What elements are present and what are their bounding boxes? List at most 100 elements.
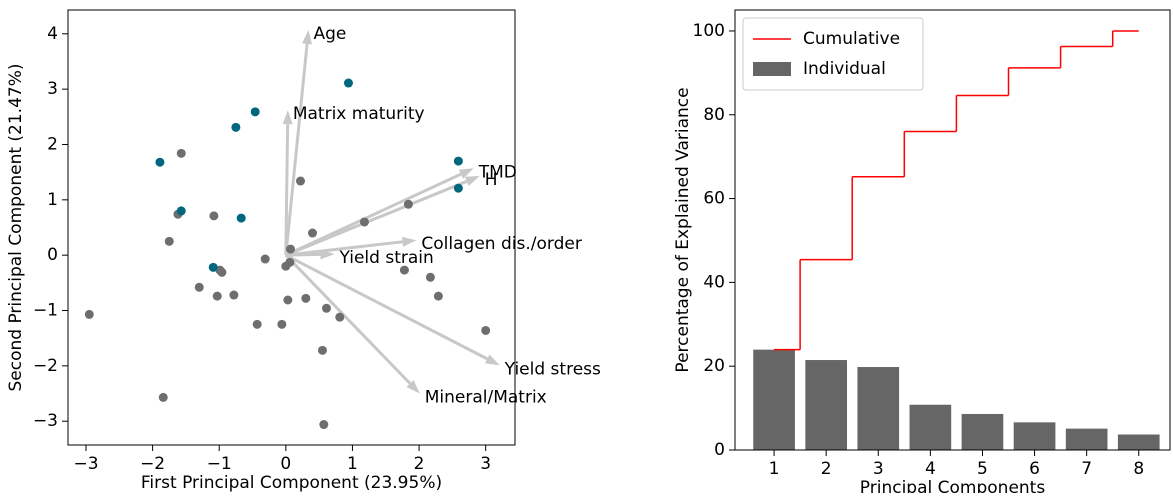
loading-arrow — [285, 252, 321, 257]
arrow-label: Yield strain — [338, 248, 433, 268]
score-point — [433, 291, 443, 301]
frame — [734, 9, 1171, 451]
x-tick-label: −1 — [207, 454, 232, 474]
score-point — [176, 206, 186, 216]
score-point — [343, 78, 353, 88]
score-point — [301, 293, 311, 303]
score-point — [321, 303, 331, 313]
arrow-label: Mineral/Matrix — [425, 388, 547, 408]
arrow-head — [484, 354, 500, 366]
score-point — [229, 290, 239, 300]
y-tick-label: 0 — [47, 245, 58, 265]
x-tick-label: 0 — [280, 454, 291, 474]
bar — [857, 367, 900, 450]
score-point — [158, 392, 168, 402]
score-point — [164, 236, 174, 246]
x-tick-label: 1 — [769, 459, 780, 479]
frame — [67, 9, 516, 446]
arrow-label: Matrix maturity — [293, 104, 425, 124]
y-tick-label: 1 — [47, 190, 58, 210]
y-tick-label: −2 — [33, 356, 58, 376]
x-tick-label: −2 — [140, 454, 165, 474]
bar — [1065, 428, 1108, 450]
legend: Cumulative Individual — [742, 17, 924, 91]
score-point — [176, 148, 186, 158]
x-tick-label: 3 — [873, 459, 884, 479]
arrow-head — [458, 168, 474, 179]
bar — [909, 404, 952, 450]
score-point — [307, 228, 317, 238]
x-tick-label: 4 — [925, 459, 936, 479]
x-axis-label: First Principal Component (23.95%) — [141, 473, 442, 493]
arrow-head — [401, 236, 417, 247]
score-point — [286, 244, 296, 254]
score-point — [252, 319, 262, 329]
x-axis-label: Principal Components — [860, 478, 1046, 493]
x-tick-label: 2 — [821, 459, 832, 479]
legend-swatch — [753, 62, 791, 76]
arrow-label: Collagen dis./order — [421, 234, 581, 254]
loading-arrow — [284, 43, 309, 256]
bar — [961, 413, 1004, 450]
score-point — [359, 217, 369, 227]
y-tick-label: 20 — [703, 356, 725, 376]
arrow-head — [302, 29, 313, 45]
y-tick-label: −1 — [33, 301, 58, 321]
score-point — [399, 265, 409, 275]
x-tick-label: 6 — [1029, 459, 1040, 479]
y-tick-label: 100 — [693, 21, 725, 41]
arrow-head — [464, 176, 480, 186]
y-tick-label: 3 — [47, 79, 58, 99]
bar — [1117, 434, 1160, 450]
x-tick-label: 1 — [347, 454, 358, 474]
arrow-label: TMD — [478, 162, 517, 182]
x-tick-label: 7 — [1081, 459, 1092, 479]
score-point — [283, 295, 293, 305]
bar — [753, 349, 795, 450]
score-point — [155, 157, 165, 167]
score-point — [260, 254, 270, 264]
score-point — [453, 183, 463, 193]
bar — [805, 360, 848, 450]
score-point — [453, 156, 463, 166]
legend-label: Cumulative — [803, 29, 900, 49]
y-axis-label: Percentage of Explained Variance — [673, 87, 693, 372]
x-tick-label: 5 — [977, 459, 988, 479]
y-tick-label: 80 — [703, 105, 725, 125]
arrow-label: Age — [313, 24, 346, 44]
arrow-label: Yield stress — [504, 359, 601, 379]
score-point — [277, 319, 287, 329]
arrow-head — [282, 110, 293, 125]
loading-arrow — [284, 124, 290, 256]
score-point — [425, 272, 435, 282]
x-tick-label: 2 — [414, 454, 425, 474]
arrow-head — [320, 249, 335, 260]
y-tick-label: −3 — [33, 411, 58, 431]
score-point — [208, 262, 218, 272]
arrow-label: H — [485, 170, 498, 190]
y-tick-label: 4 — [47, 24, 58, 44]
score-point — [281, 261, 291, 271]
legend-label: Individual — [803, 59, 886, 79]
score-point — [231, 122, 241, 132]
score-point — [250, 107, 260, 117]
loading-arrow — [285, 179, 468, 257]
y-tick-label: 60 — [703, 189, 725, 209]
score-point — [481, 325, 491, 335]
y-tick-label: 0 — [714, 440, 725, 460]
score-point — [212, 291, 222, 301]
x-tick-label: −3 — [73, 454, 98, 474]
y-tick-label: 2 — [47, 134, 58, 154]
loading-arrow — [284, 254, 412, 385]
arrow-head — [406, 379, 420, 394]
score-point — [319, 420, 329, 430]
x-tick-label: 3 — [480, 454, 491, 474]
score-point — [194, 282, 204, 292]
y-axis-label: Second Principal Component (21.47%) — [6, 64, 26, 392]
loading-arrow — [285, 253, 488, 361]
loading-arrow — [285, 240, 403, 257]
x-tick-label: 8 — [1133, 459, 1144, 479]
